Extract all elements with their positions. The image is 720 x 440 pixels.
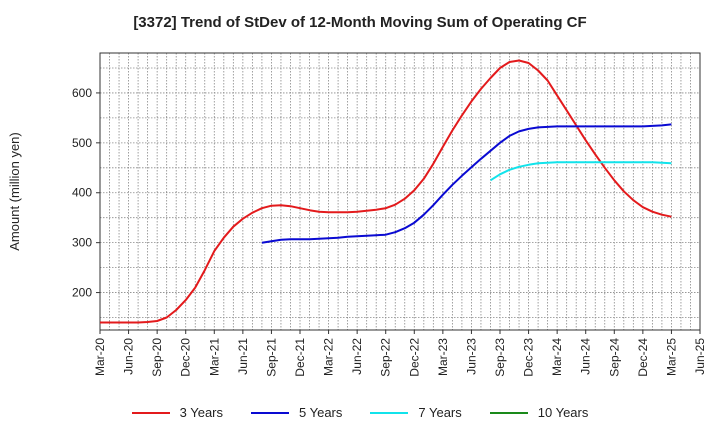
legend-swatch xyxy=(489,411,528,414)
x-tick-label: Sep-24 xyxy=(607,338,621,377)
legend: 3 Years 5 Years 7 Years 10 Years xyxy=(0,405,720,420)
y-tick-label: 500 xyxy=(72,136,92,150)
legend-swatch xyxy=(370,411,409,414)
legend-label: 5 Years xyxy=(299,405,343,420)
y-axis-label: Amount (million yen) xyxy=(7,132,22,251)
x-tick-label: Mar-21 xyxy=(207,338,221,376)
chart-title: [3372] Trend of StDev of 12-Month Moving… xyxy=(133,14,587,31)
series-line-5-years xyxy=(261,123,672,244)
x-tick-label: Mar-20 xyxy=(93,338,107,376)
x-tick-label: Dec-23 xyxy=(522,338,536,377)
x-tick-label: Sep-23 xyxy=(493,338,507,377)
legend-item: 3 Years xyxy=(131,405,223,420)
x-tick-label: Jun-20 xyxy=(122,338,136,375)
x-tick-label: Mar-24 xyxy=(550,338,564,376)
x-tick-label: Jun-23 xyxy=(464,338,478,375)
x-tick-label: Dec-20 xyxy=(179,338,193,377)
x-tick-label: Sep-22 xyxy=(379,338,393,377)
y-tick-label: 300 xyxy=(72,236,92,250)
x-tick-label: Jun-24 xyxy=(579,338,593,375)
x-tick-label: Dec-21 xyxy=(293,338,307,377)
legend-item: 5 Years xyxy=(251,405,342,420)
x-tick-label: Dec-22 xyxy=(407,338,421,377)
legend-item: 10 Years xyxy=(489,405,589,420)
legend-swatch xyxy=(131,411,170,414)
y-tick-label: 600 xyxy=(72,86,92,100)
plot-area xyxy=(100,53,700,330)
legend-swatch xyxy=(251,411,289,414)
plot-border xyxy=(99,52,701,331)
y-tick-label: 400 xyxy=(72,186,92,200)
legend-label: 10 Years xyxy=(537,405,589,420)
x-tick-label: Mar-25 xyxy=(664,338,678,376)
x-tick-label: Jun-25 xyxy=(693,338,707,375)
x-tick-label: Mar-22 xyxy=(322,338,336,376)
x-tick-label: Mar-23 xyxy=(436,338,450,376)
legend-item: 7 Years xyxy=(370,405,462,420)
y-tick-label: 200 xyxy=(72,286,92,300)
x-tick-label: Dec-24 xyxy=(636,338,650,377)
legend-label: 7 Years xyxy=(418,405,462,420)
series-line-7-years xyxy=(489,161,672,182)
legend-label: 3 Years xyxy=(179,405,223,420)
x-tick-label: Jun-21 xyxy=(236,338,250,375)
x-tick-label: Jun-22 xyxy=(350,338,364,375)
grid xyxy=(99,53,701,330)
x-tick-label: Sep-20 xyxy=(150,338,164,377)
x-tick-label: Sep-21 xyxy=(264,338,278,377)
